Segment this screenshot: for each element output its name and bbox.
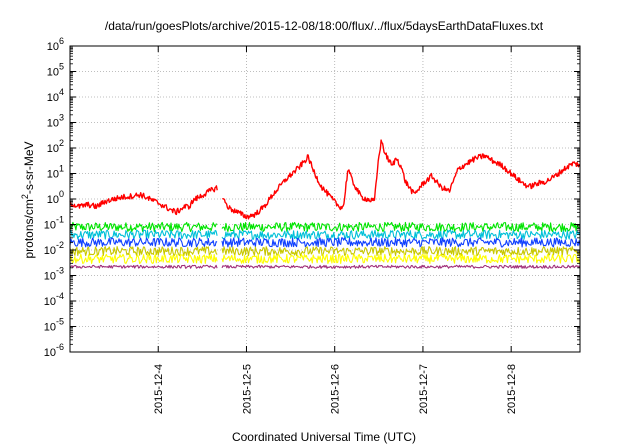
series-line-1 <box>69 229 581 240</box>
series-line-2 <box>69 237 581 248</box>
x-tick-label: 2015-12-7 <box>418 364 430 414</box>
y-tick-label: 10-2 <box>44 240 64 257</box>
y-tick-label: 10-1 <box>44 215 64 232</box>
series-line-3 <box>69 246 581 257</box>
tick-labels: 10-6 10-5 10-4 10-3 10-2 10-1 100 101 102 103 104 1… <box>44 36 518 414</box>
series-line-5 <box>69 264 581 269</box>
y-tick-label: 103 <box>47 113 64 130</box>
y-tick-label: 102 <box>47 138 64 155</box>
series-line-0 <box>69 221 581 233</box>
x-tick-label: 2015-12-8 <box>506 364 518 414</box>
y-tick-label: 10-4 <box>44 291 64 308</box>
y-tick-label: 101 <box>47 164 64 181</box>
y-axis-label-exponent: 2 <box>20 194 30 199</box>
tick-marks <box>70 45 580 353</box>
y-axis-label: protons/cm2-s-sr-MeV <box>20 141 36 258</box>
y-tick-label: 104 <box>47 87 64 104</box>
x-axis-label: Coordinated Universal Time (UTC) <box>232 430 416 444</box>
y-tick-label: 10-6 <box>44 342 64 359</box>
grid-lines <box>70 46 580 352</box>
y-tick-label: 10-5 <box>44 317 64 334</box>
series-line-6 <box>69 139 581 220</box>
y-axis-label-rest: -s-sr-MeV <box>22 141 36 194</box>
series-line-4 <box>69 253 581 264</box>
x-tick-label: 2015-12-5 <box>241 364 253 414</box>
y-tick-label: 106 <box>47 36 64 53</box>
x-tick-label: 2015-12-6 <box>330 364 342 414</box>
y-tick-label: 10-3 <box>44 266 64 283</box>
y-tick-label: 105 <box>47 62 64 79</box>
x-tick-label: 2015-12-4 <box>153 364 165 414</box>
chart-title: /data/run/goesPlots/archive/2015-12-08/1… <box>105 19 544 33</box>
y-tick-label: 100 <box>47 189 64 206</box>
series-layer <box>69 139 581 269</box>
y-axis-label-unit: protons/cm <box>22 199 36 258</box>
